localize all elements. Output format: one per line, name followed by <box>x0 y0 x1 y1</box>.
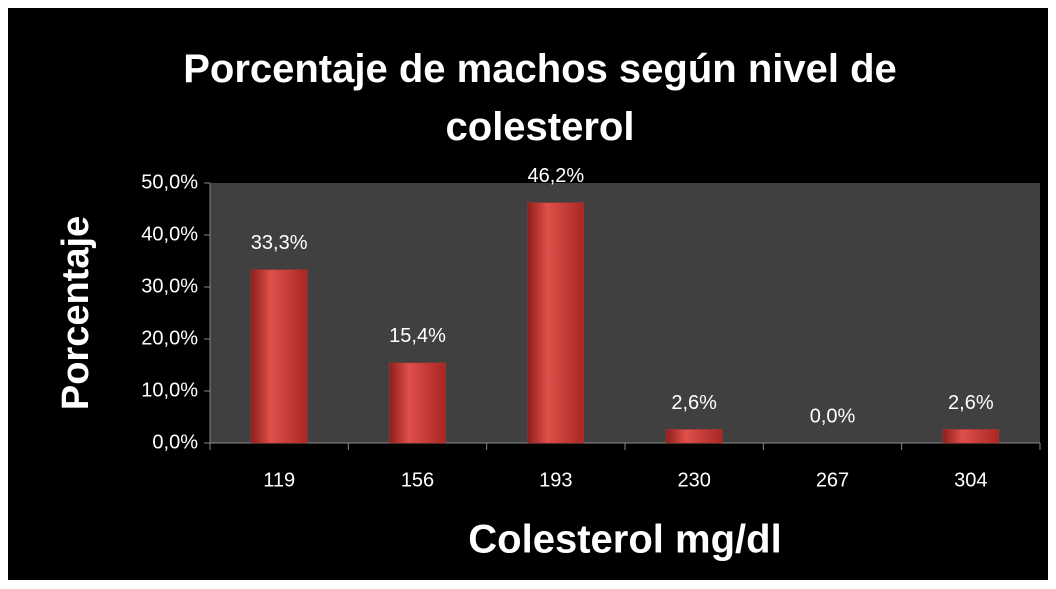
value-label: 2,6% <box>948 392 994 414</box>
y-tick-label: 50,0% <box>141 171 198 193</box>
x-tick-label: 267 <box>816 469 849 491</box>
x-axis-label: Colesterol mg/dl <box>468 518 781 562</box>
plot-area <box>210 183 1040 443</box>
y-tick-label: 40,0% <box>141 223 198 245</box>
y-tick-label: 20,0% <box>141 327 198 349</box>
x-tick-label: 193 <box>539 469 572 491</box>
value-label: 33,3% <box>251 232 308 254</box>
y-tick-label: 0,0% <box>152 431 198 453</box>
bar <box>942 429 1000 444</box>
bar <box>527 202 585 444</box>
value-label: 46,2% <box>527 165 584 187</box>
x-tick-label: 119 <box>263 469 295 491</box>
bar <box>250 269 308 444</box>
bar <box>389 362 446 444</box>
value-label: 2,6% <box>671 392 717 414</box>
x-tick-label: 230 <box>677 469 710 491</box>
bar <box>665 429 723 444</box>
x-tick-label: 304 <box>954 469 987 491</box>
value-label: 15,4% <box>389 325 446 347</box>
value-label: 0,0% <box>810 405 856 427</box>
chart-title: Porcentaje de machos según nivel de cole… <box>183 47 897 149</box>
y-axis-label: Porcentaje <box>55 216 97 410</box>
x-tick-label: 156 <box>401 469 434 491</box>
y-tick-label: 10,0% <box>141 379 198 401</box>
y-tick-label: 30,0% <box>141 275 198 297</box>
